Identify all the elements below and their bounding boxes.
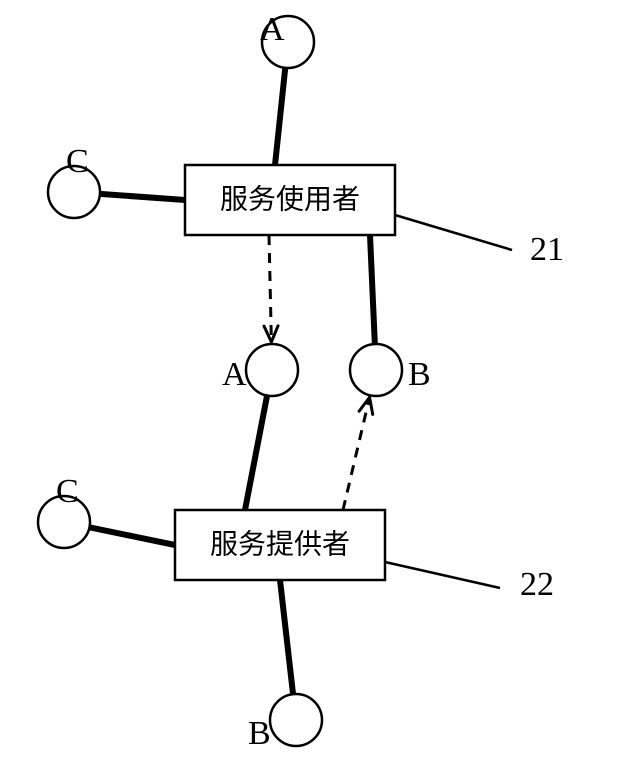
- connector: [100, 194, 185, 200]
- connector: [89, 527, 175, 545]
- port-label-prov_C: C: [56, 473, 79, 510]
- connector: [275, 68, 285, 165]
- port-label-prov_B: B: [248, 715, 271, 752]
- port-label-mid_B: B: [408, 356, 431, 393]
- diagram-canvas: 服务使用者 21 服务提供者 22 A C A B C B: [0, 0, 632, 773]
- user-ref: 21: [530, 231, 564, 268]
- port-label-user_A: A: [260, 11, 285, 48]
- provider-ref: 22: [520, 566, 554, 603]
- port-label-mid_A: A: [222, 356, 247, 393]
- port-mid_A: [246, 344, 298, 396]
- user-label: 服务使用者: [220, 183, 360, 215]
- provider-label: 服务提供者: [210, 528, 350, 560]
- port-mid_B: [350, 344, 402, 396]
- dashed-arrow: [269, 235, 271, 342]
- arrowhead-icon: [359, 397, 373, 414]
- port-prov_B: [270, 694, 322, 746]
- dashed-arrow: [343, 397, 370, 510]
- connector: [245, 396, 267, 510]
- port-label-user_C: C: [66, 143, 89, 180]
- connector: [280, 580, 293, 694]
- ref-leader: [385, 562, 500, 588]
- connector: [370, 235, 375, 344]
- ref-leader: [395, 215, 512, 250]
